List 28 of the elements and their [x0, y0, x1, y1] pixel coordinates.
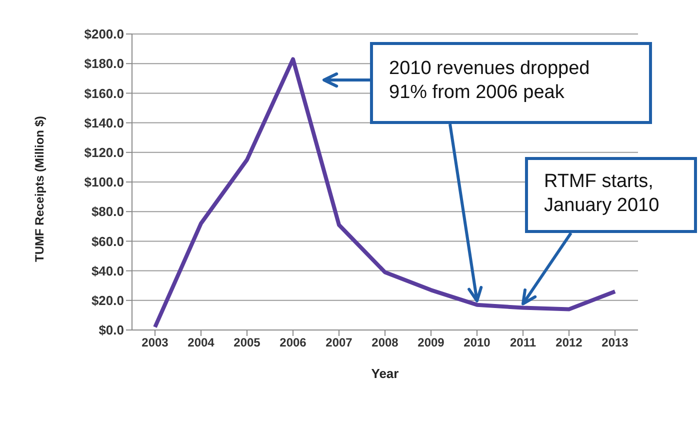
y-tick-label: $180.0	[84, 56, 124, 72]
x-tick-label: 2012	[556, 336, 583, 350]
y-tick-label: $100.0	[84, 174, 124, 190]
callout-box: RTMF starts, January 2010	[525, 157, 697, 233]
x-tick-label: 2008	[372, 336, 399, 350]
y-tick-label: $80.0	[91, 204, 124, 220]
x-tick-label: 2009	[418, 336, 445, 350]
y-tick-label: $0.0	[98, 322, 124, 338]
y-tick-label: $60.0	[91, 234, 124, 249]
x-tick-label: 2005	[234, 336, 261, 350]
y-tick-label: $20.0	[91, 293, 124, 308]
y-tick-label: $160.0	[84, 86, 124, 101]
x-tick-label: 2010	[464, 336, 491, 350]
annotation: 2010 revenues dropped 91% from 2006 peak	[389, 58, 590, 103]
x-tick-label: 2007	[326, 336, 353, 350]
callout-box: 2010 revenues dropped 91% from 2006 peak	[370, 42, 652, 124]
x-tick-label: 2003	[142, 336, 169, 350]
x-tick-label: 2004	[188, 336, 215, 350]
x-tick-label: 2011	[510, 336, 536, 350]
y-tick-label: $40.0	[91, 263, 124, 278]
y-tick-label: $200.0	[84, 26, 124, 42]
x-tick-label: 2013	[602, 336, 629, 350]
y-axis-title: TUMF Receipts (Million $)	[32, 116, 46, 262]
x-tick-label: 2006	[280, 336, 307, 350]
y-tick-label: $120.0	[84, 145, 124, 160]
y-tick-label: $140.0	[84, 115, 124, 130]
x-axis-title: Year	[371, 366, 399, 381]
annotation: RTMF starts, January 2010	[544, 171, 660, 216]
